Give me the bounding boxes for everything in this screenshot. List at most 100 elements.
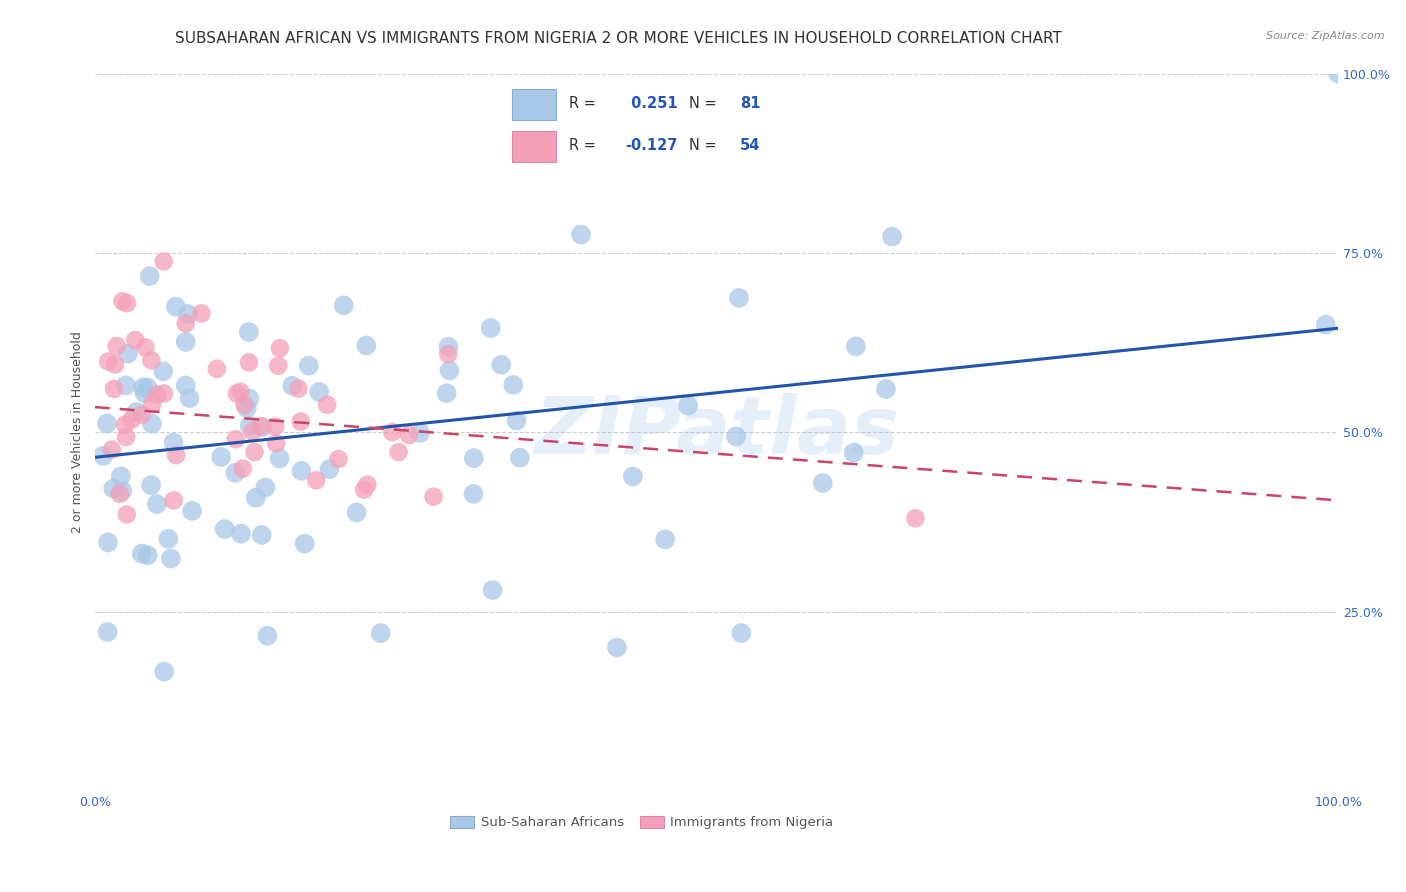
Text: ZIPatlas: ZIPatlas	[534, 393, 898, 471]
Point	[269, 451, 291, 466]
Point	[290, 415, 312, 429]
Point	[139, 478, 162, 492]
Point	[115, 378, 138, 392]
Point	[730, 626, 752, 640]
Point	[152, 254, 174, 268]
Point	[115, 296, 138, 310]
Point	[318, 462, 340, 476]
Point	[174, 316, 197, 330]
Point	[725, 429, 748, 443]
Point	[569, 227, 592, 242]
Legend: Sub-Saharan Africans, Immigrants from Nigeria: Sub-Saharan Africans, Immigrants from Ni…	[446, 811, 838, 835]
Point	[132, 380, 155, 394]
Point	[96, 417, 118, 431]
Point	[153, 665, 176, 679]
Point	[439, 363, 461, 377]
Point	[177, 307, 200, 321]
Point	[160, 551, 183, 566]
Point	[356, 477, 378, 491]
Point	[422, 490, 444, 504]
Point	[141, 353, 163, 368]
Point	[225, 432, 247, 446]
Point	[1327, 66, 1350, 80]
Point	[398, 428, 420, 442]
Text: Source: ZipAtlas.com: Source: ZipAtlas.com	[1267, 31, 1385, 41]
Point	[179, 391, 201, 405]
Point	[436, 386, 458, 401]
Point	[250, 419, 273, 434]
Point	[356, 338, 378, 352]
Point	[481, 582, 503, 597]
Point	[121, 412, 143, 426]
Point	[190, 306, 212, 320]
Point	[437, 347, 460, 361]
Point	[842, 446, 865, 460]
Point	[104, 358, 127, 372]
Point	[238, 392, 260, 406]
Point	[904, 511, 927, 525]
Point	[114, 417, 136, 432]
Point	[163, 493, 186, 508]
Point	[205, 361, 228, 376]
Point	[136, 548, 159, 562]
Point	[146, 497, 169, 511]
Point	[239, 419, 262, 434]
Point	[463, 487, 485, 501]
Point	[124, 333, 146, 347]
Point	[97, 535, 120, 549]
Point	[229, 384, 252, 399]
Point	[131, 408, 153, 422]
Point	[264, 419, 287, 434]
Point	[875, 382, 897, 396]
Point	[233, 398, 256, 412]
Point	[882, 229, 904, 244]
Point	[232, 461, 254, 475]
Point	[845, 339, 868, 353]
Point	[153, 386, 176, 401]
Point	[252, 420, 274, 434]
Point	[238, 355, 260, 369]
Point	[125, 405, 148, 419]
Point	[242, 425, 264, 439]
Point	[353, 483, 375, 497]
Point	[654, 533, 676, 547]
Point	[437, 340, 460, 354]
Point	[290, 464, 312, 478]
Point	[811, 476, 834, 491]
Point	[305, 473, 328, 487]
Point	[103, 382, 125, 396]
Point	[298, 359, 321, 373]
Point	[141, 397, 163, 411]
Point	[141, 417, 163, 431]
Point	[245, 491, 267, 505]
Point	[269, 341, 291, 355]
Point	[174, 378, 197, 392]
Point	[110, 469, 132, 483]
Point	[502, 377, 524, 392]
Point	[243, 445, 266, 459]
Point	[115, 508, 138, 522]
Point	[111, 484, 134, 499]
Point	[91, 449, 114, 463]
Point	[287, 382, 309, 396]
Point	[606, 640, 628, 655]
Point	[229, 526, 252, 541]
Point	[489, 358, 512, 372]
Point	[181, 504, 204, 518]
Point	[174, 334, 197, 349]
Point	[152, 364, 174, 378]
Point	[388, 445, 411, 459]
Point	[238, 325, 260, 339]
Point	[621, 469, 644, 483]
Point	[316, 398, 339, 412]
Point	[138, 269, 160, 284]
Point	[111, 294, 134, 309]
Point	[346, 505, 368, 519]
Point	[676, 399, 699, 413]
Point	[509, 450, 531, 465]
Point	[281, 378, 304, 392]
Point	[131, 547, 153, 561]
Point	[146, 387, 169, 401]
Point	[115, 430, 138, 444]
Point	[214, 522, 236, 536]
